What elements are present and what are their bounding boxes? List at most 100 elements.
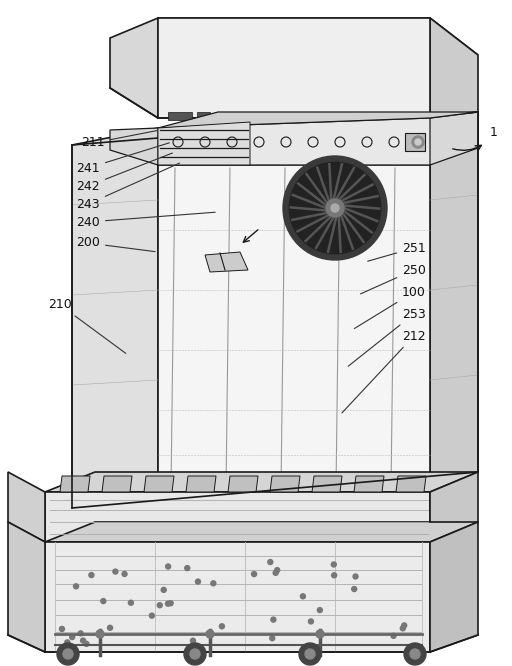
Polygon shape (430, 522, 478, 652)
Circle shape (190, 638, 196, 643)
Circle shape (70, 635, 75, 639)
Polygon shape (45, 522, 478, 542)
Text: 211: 211 (81, 131, 157, 149)
Polygon shape (270, 476, 300, 492)
Polygon shape (197, 112, 210, 120)
FancyBboxPatch shape (405, 133, 425, 151)
Polygon shape (228, 476, 258, 492)
Text: 240: 240 (76, 212, 215, 228)
Circle shape (331, 204, 339, 212)
Circle shape (96, 630, 104, 638)
Circle shape (305, 649, 315, 659)
Circle shape (283, 156, 387, 260)
Circle shape (251, 571, 257, 577)
Circle shape (211, 581, 216, 586)
Polygon shape (158, 118, 430, 492)
Circle shape (301, 594, 305, 599)
Polygon shape (158, 122, 250, 165)
Polygon shape (45, 472, 478, 492)
Circle shape (289, 163, 381, 254)
Polygon shape (60, 476, 90, 492)
Circle shape (59, 627, 65, 631)
Polygon shape (144, 476, 174, 492)
Circle shape (352, 587, 357, 591)
Circle shape (326, 199, 344, 217)
Text: 250: 250 (360, 264, 426, 294)
Circle shape (317, 607, 323, 613)
Polygon shape (354, 476, 384, 492)
Circle shape (74, 584, 78, 589)
Circle shape (410, 649, 420, 659)
Circle shape (78, 631, 83, 636)
Circle shape (391, 633, 396, 638)
Circle shape (122, 571, 127, 577)
Polygon shape (158, 112, 478, 128)
Circle shape (65, 640, 70, 645)
Circle shape (113, 569, 118, 574)
Circle shape (185, 565, 190, 571)
Circle shape (268, 559, 273, 565)
Polygon shape (168, 112, 192, 120)
Text: 242: 242 (76, 153, 173, 192)
Polygon shape (72, 128, 158, 508)
Circle shape (157, 603, 162, 607)
Circle shape (166, 564, 170, 569)
Circle shape (165, 601, 170, 606)
Polygon shape (158, 18, 478, 55)
Circle shape (299, 643, 321, 665)
Polygon shape (8, 472, 45, 542)
Polygon shape (45, 542, 430, 652)
Polygon shape (312, 476, 342, 492)
Polygon shape (430, 472, 478, 542)
Circle shape (412, 136, 424, 148)
Circle shape (150, 613, 154, 618)
Circle shape (196, 579, 201, 584)
Circle shape (129, 600, 134, 605)
Text: 253: 253 (348, 308, 426, 366)
Text: 100: 100 (354, 286, 426, 328)
Polygon shape (158, 118, 430, 165)
Circle shape (63, 649, 73, 659)
Circle shape (271, 617, 276, 622)
Circle shape (184, 643, 206, 665)
Circle shape (190, 649, 200, 659)
Circle shape (108, 625, 113, 630)
Text: 210: 210 (48, 298, 126, 354)
Circle shape (308, 619, 313, 624)
Text: 200: 200 (76, 236, 155, 252)
Polygon shape (186, 476, 216, 492)
Circle shape (400, 626, 406, 631)
Circle shape (353, 574, 358, 579)
Circle shape (168, 601, 173, 606)
Polygon shape (430, 112, 478, 492)
Circle shape (101, 599, 106, 603)
Circle shape (220, 624, 224, 629)
Text: 251: 251 (368, 242, 426, 261)
Polygon shape (110, 18, 158, 118)
Polygon shape (102, 476, 132, 492)
Circle shape (402, 623, 407, 628)
Circle shape (404, 643, 426, 665)
Circle shape (161, 587, 166, 592)
Circle shape (57, 643, 79, 665)
Polygon shape (110, 112, 478, 165)
Text: 212: 212 (342, 330, 425, 413)
Circle shape (332, 573, 337, 578)
Polygon shape (45, 492, 430, 542)
Circle shape (270, 636, 275, 641)
Polygon shape (158, 18, 430, 118)
Text: 1: 1 (490, 127, 498, 139)
Polygon shape (430, 18, 478, 118)
Text: 243: 243 (76, 163, 180, 210)
Circle shape (206, 630, 214, 638)
Circle shape (331, 562, 336, 567)
Circle shape (89, 573, 94, 577)
Text: 241: 241 (76, 143, 169, 174)
Circle shape (275, 567, 280, 573)
Circle shape (316, 630, 324, 638)
Circle shape (80, 638, 86, 643)
Circle shape (273, 570, 278, 575)
Polygon shape (8, 522, 45, 652)
Circle shape (415, 139, 421, 145)
Polygon shape (396, 476, 426, 492)
